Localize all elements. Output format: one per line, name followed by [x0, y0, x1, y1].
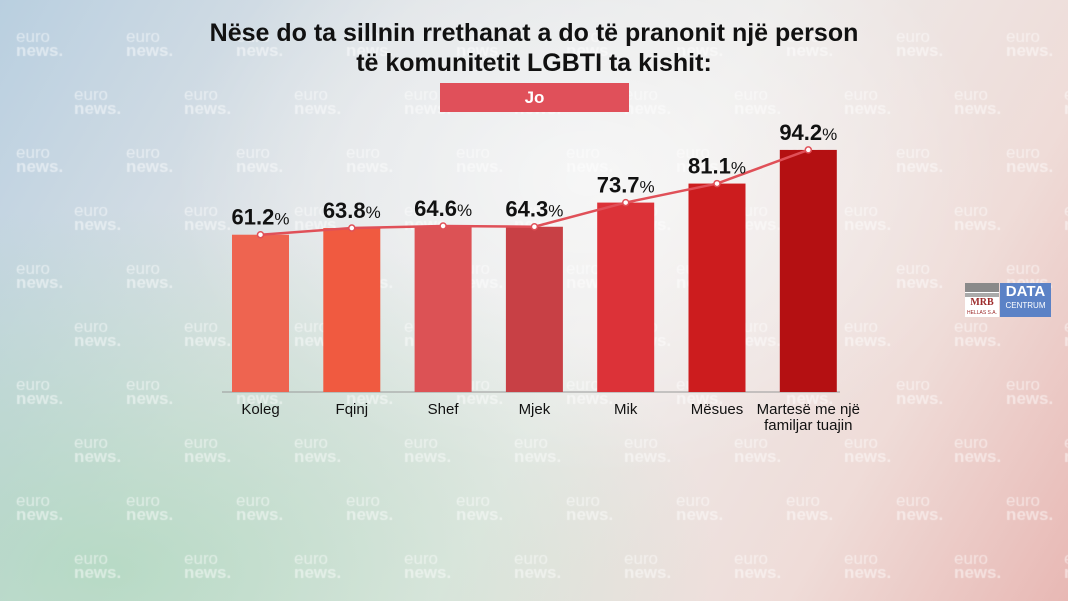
category-label-4: Mik — [614, 401, 638, 418]
category-label-5: Mësues — [691, 401, 744, 418]
title-line-2: të komunitetit LGBTI ta kishit: — [356, 49, 712, 77]
bar-4 — [597, 202, 655, 392]
centrum-text: CENTRUM — [1005, 301, 1046, 310]
data-label-4: 73.7% — [597, 173, 655, 198]
bar-3 — [505, 226, 563, 392]
title-line-1: Nëse do ta sillnin rrethanat a do të pra… — [209, 19, 859, 47]
chart-title: Nëse do ta sillnin rrethanat a do të pra… — [0, 18, 1068, 78]
trend-point-5 — [713, 179, 721, 188]
category-label-1: Fqinj — [336, 401, 369, 418]
bar-0 — [232, 234, 289, 392]
data-label-1: 63.8% — [323, 198, 381, 223]
data-label-2: 64.6% — [414, 196, 472, 221]
data-label-5: 81.1% — [688, 154, 746, 179]
mrb-text: MRB — [970, 297, 994, 308]
trend-point-6 — [804, 146, 813, 154]
bar-1 — [323, 228, 381, 392]
mrb-datacentrum-logo: MRB HELLAS S.A. DATA CENTRUM — [965, 283, 1051, 317]
legend-jo: Jo — [440, 83, 629, 112]
bar-6 — [779, 149, 837, 392]
trend-point-0 — [256, 230, 265, 239]
trend-point-1 — [348, 224, 356, 232]
bar-5 — [688, 183, 746, 392]
category-label-6: Martesë me një familjar tuajin — [757, 401, 860, 434]
bar-2 — [414, 225, 472, 392]
trend-point-2 — [439, 222, 447, 230]
data-label-0: 61.2% — [232, 205, 290, 230]
data-text: DATA — [1005, 283, 1046, 300]
category-label-0: Koleg — [241, 401, 279, 418]
trend-point-4 — [621, 198, 630, 207]
mrb-logo: MRB HELLAS S.A. — [965, 283, 999, 317]
category-label-2: Shef — [428, 401, 460, 418]
data-label-6: 94.2% — [779, 120, 837, 145]
datacentrum-logo: DATA CENTRUM — [1000, 283, 1051, 317]
mrb-sub-text: HELLAS S.A. — [966, 310, 997, 316]
trend-point-3 — [530, 222, 539, 231]
category-label-3: Mjek — [519, 401, 551, 418]
data-label-3: 64.3% — [505, 197, 563, 222]
